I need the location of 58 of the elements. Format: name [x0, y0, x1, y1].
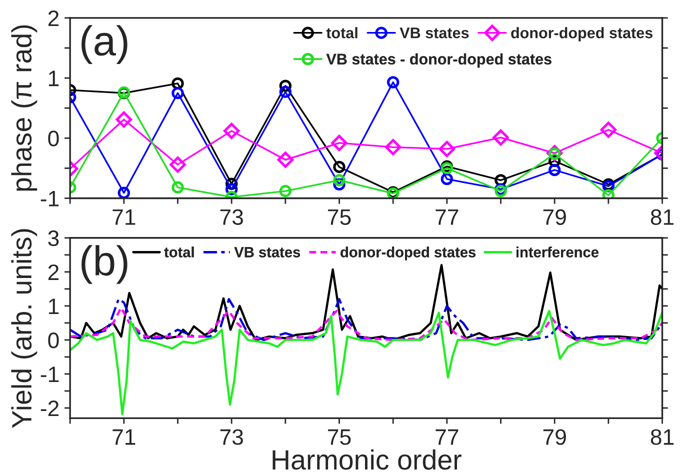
point — [279, 86, 292, 98]
point — [279, 184, 292, 198]
point — [440, 172, 454, 186]
x-tick-label: 75 — [328, 429, 351, 445]
x-tick-label: 71 — [112, 209, 136, 225]
y-tick-label: 3 — [48, 230, 59, 246]
legend-label: interference — [516, 246, 598, 258]
point — [333, 174, 346, 186]
point — [223, 122, 240, 140]
point — [386, 76, 400, 88]
x-tick-label: 79 — [543, 209, 566, 225]
point — [492, 129, 509, 146]
point — [331, 134, 348, 152]
legend-label: VB states — [234, 247, 300, 258]
y-tick-label: 0 — [48, 130, 59, 146]
line-series — [70, 310, 662, 416]
point — [438, 140, 456, 158]
point — [548, 164, 561, 176]
point — [602, 189, 615, 198]
legend-label: VB states — [400, 28, 469, 38]
x-tick-label: 73 — [220, 429, 243, 445]
legend-label: total — [164, 246, 194, 258]
y-tick-label: 2 — [48, 264, 59, 280]
point — [116, 111, 132, 128]
x-tick-label: 77 — [436, 429, 458, 445]
y-tick-label: 1 — [48, 70, 59, 86]
x-tick-label: 73 — [220, 209, 243, 225]
legend-label: donor-doped states — [340, 246, 476, 260]
y-tick-label: -1 — [40, 191, 59, 206]
point — [333, 160, 346, 174]
legend-label: donor-doped states — [511, 27, 652, 42]
point — [172, 86, 184, 100]
y-tick-label: 1 — [48, 298, 59, 314]
y-tick-label: 0 — [48, 332, 59, 348]
x-axis-title: Harmonic order — [272, 449, 462, 470]
x-tick-label: 81 — [650, 209, 674, 225]
y-tick-label: -1 — [40, 366, 59, 382]
point — [384, 139, 402, 156]
x-tick-label: 75 — [328, 209, 351, 225]
point — [277, 152, 294, 168]
point — [170, 156, 186, 173]
y-tick-label: -2 — [40, 400, 59, 416]
annotation: (b) — [82, 245, 128, 284]
point — [172, 181, 184, 194]
x-tick-label: 81 — [650, 429, 674, 445]
x-tick-label: 79 — [543, 429, 566, 445]
line-series — [70, 298, 662, 342]
legend-label: total — [326, 27, 358, 38]
x-tick-label: 77 — [436, 209, 458, 225]
point — [600, 122, 617, 138]
y-tick-label: 2 — [48, 10, 59, 26]
line-series — [70, 306, 662, 342]
x-tick-label: 71 — [112, 429, 136, 445]
y-axis-title: Yield (arb. units) — [11, 229, 38, 428]
y-axis-title: phase (π rad) — [11, 25, 38, 191]
annotation: (a) — [82, 25, 128, 64]
legend-label: VB states - donor-doped states — [326, 53, 552, 68]
point — [118, 186, 130, 198]
